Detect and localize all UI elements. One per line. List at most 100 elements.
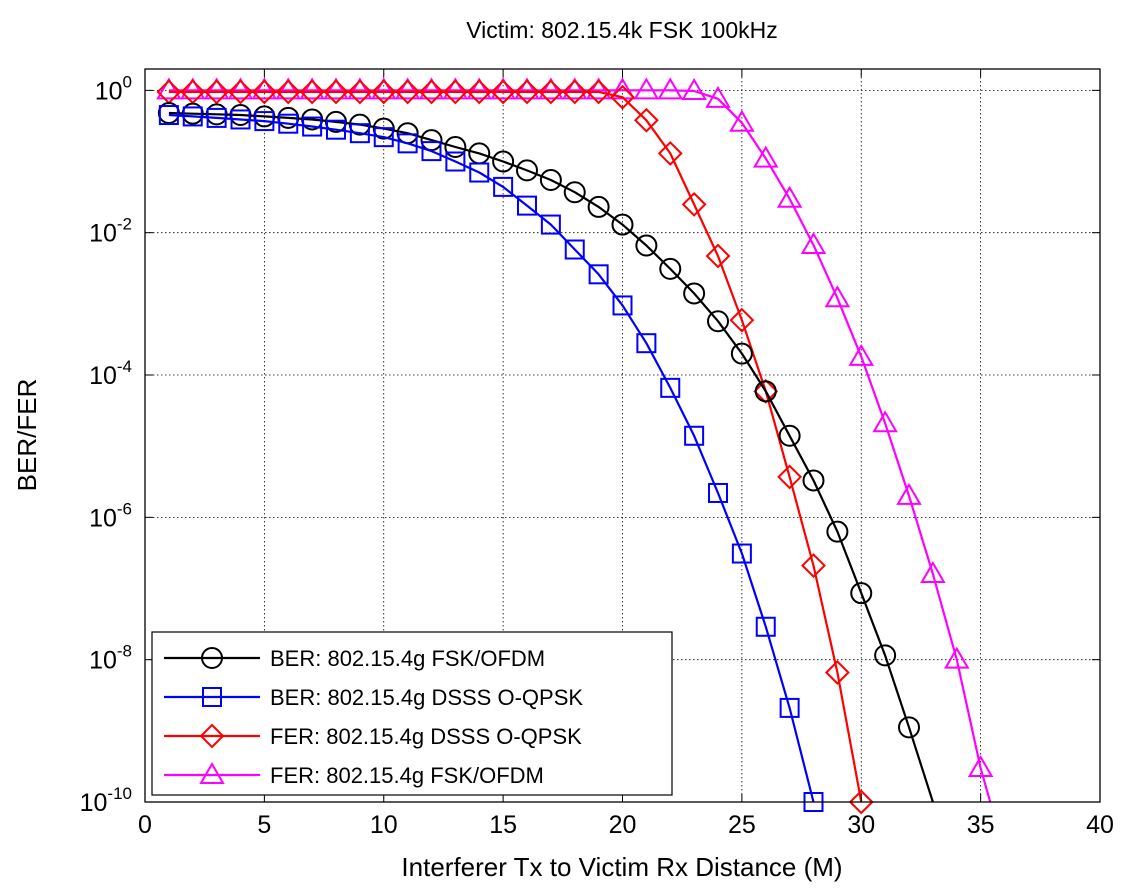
data-point (612, 295, 633, 316)
data-point (326, 119, 346, 140)
data-point (466, 77, 492, 100)
data-point (586, 79, 612, 105)
data-point (323, 77, 349, 100)
data-point (514, 79, 540, 105)
data-point (254, 111, 275, 132)
legend-label: FER: 802.15.4g FSK/OFDM (270, 763, 544, 788)
data-point (418, 77, 445, 100)
x-axis-label: Interferer Tx to Victim Rx Distance (M) (401, 852, 842, 882)
data-point (538, 77, 564, 100)
y-tick-label: 10-4 (89, 357, 132, 390)
data-point (394, 77, 421, 100)
data-point (705, 243, 731, 269)
data-point (872, 410, 898, 433)
data-point (349, 123, 370, 144)
data-point (801, 553, 826, 578)
data-point (753, 145, 779, 168)
data-point (920, 560, 946, 583)
x-tick-label: 15 (489, 811, 517, 839)
data-point (729, 307, 755, 333)
data-point (588, 264, 609, 285)
data-point (492, 150, 515, 173)
data-point (562, 79, 588, 105)
data-point (275, 77, 301, 100)
data-point (445, 151, 466, 172)
data-point (635, 234, 658, 257)
data-point (636, 333, 657, 354)
y-tick-base: 10 (89, 220, 117, 248)
data-point (302, 116, 323, 137)
data-point (967, 755, 994, 778)
data-point (633, 77, 660, 100)
data-point (562, 77, 588, 100)
data-point (874, 644, 897, 667)
x-tick-label: 35 (967, 811, 995, 839)
data-point (824, 285, 851, 308)
data-point (182, 106, 203, 127)
data-point (275, 79, 301, 105)
x-tick-label: 20 (609, 811, 637, 839)
data-point (323, 79, 349, 105)
chart-title: Victim: 802.15.4k FSK 100kHz (466, 17, 778, 43)
data-point (227, 77, 254, 100)
data-point (397, 133, 418, 154)
data-point (898, 716, 920, 739)
y-tick-exponent: -8 (117, 642, 132, 661)
data-point (684, 425, 705, 446)
y-tick-exponent: -4 (117, 357, 132, 376)
y-tick-base: 10 (80, 789, 108, 817)
data-point (540, 214, 561, 235)
data-point (206, 107, 227, 128)
data-point (848, 343, 874, 366)
data-point (707, 310, 729, 333)
y-tick-exponent: 0 (123, 72, 132, 91)
legend-marker (199, 723, 225, 749)
data-point (299, 77, 325, 100)
legend-box (151, 631, 673, 796)
data-point (610, 84, 635, 110)
y-tick-exponent: -6 (117, 499, 132, 518)
data-point (228, 79, 253, 105)
y-tick-exponent: -2 (117, 215, 132, 234)
y-tick-base: 10 (95, 77, 123, 105)
data-point (563, 181, 586, 204)
data-point (802, 469, 825, 492)
y-tick-label: 10-10 (80, 784, 132, 817)
data-point (778, 424, 801, 447)
y-tick-label: 10-2 (89, 215, 132, 248)
data-point (516, 159, 538, 182)
data-point (611, 213, 634, 236)
legend-marker (199, 762, 225, 784)
data-point (299, 79, 325, 105)
data-point (442, 77, 469, 100)
data-point (421, 141, 442, 162)
data-point (514, 77, 540, 100)
data-point (683, 282, 706, 305)
data-point (944, 646, 970, 669)
data-point (755, 616, 776, 637)
legend-marker (202, 687, 222, 707)
x-tick-label: 0 (138, 811, 152, 839)
legend-label: BER: 802.15.4g DSSS O-QPSK (270, 685, 583, 710)
data-point (230, 109, 251, 130)
data-point (469, 162, 490, 183)
data-point (156, 77, 182, 100)
data-point (538, 79, 564, 105)
y-tick-base: 10 (89, 504, 117, 532)
data-point (708, 482, 728, 503)
data-point (204, 79, 230, 105)
data-point (777, 464, 803, 490)
data-point (347, 77, 373, 100)
data-point (800, 232, 827, 255)
data-point (203, 77, 230, 100)
data-point (681, 77, 707, 100)
data-point (681, 191, 707, 217)
y-axis-label: BER/FER (12, 379, 42, 492)
data-point (729, 109, 755, 132)
data-point (754, 380, 777, 403)
plot-series (156, 77, 994, 815)
series-square (158, 105, 824, 812)
data-point (373, 127, 394, 148)
data-point (659, 257, 682, 280)
data-point (730, 342, 753, 365)
